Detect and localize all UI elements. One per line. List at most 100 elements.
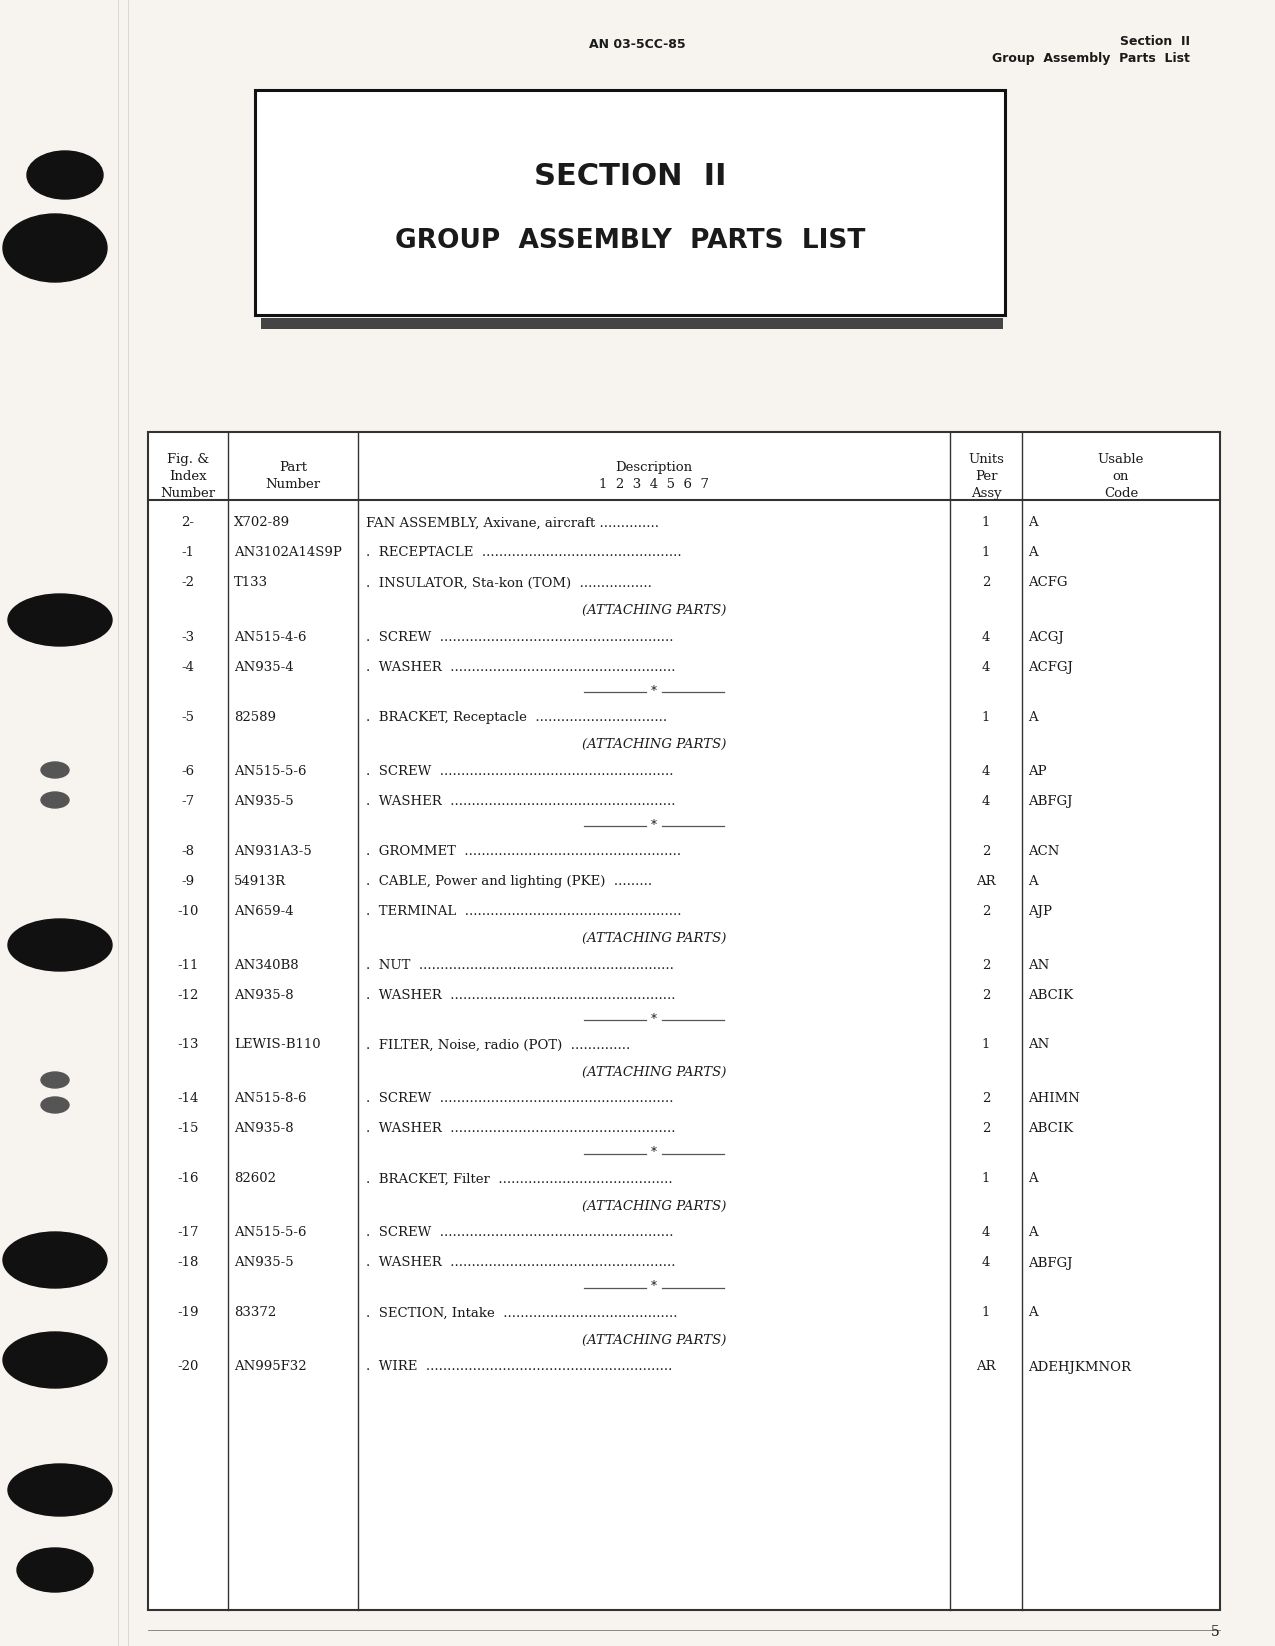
Text: Part: Part xyxy=(279,461,307,474)
Text: 2: 2 xyxy=(982,958,991,971)
Text: ABFGJ: ABFGJ xyxy=(1028,795,1072,808)
Text: AP: AP xyxy=(1028,764,1047,777)
Text: AN659-4: AN659-4 xyxy=(235,905,293,917)
Text: .  WASHER  .....................................................: . WASHER ...............................… xyxy=(366,1256,676,1269)
Text: Number: Number xyxy=(265,477,320,491)
Text: 1: 1 xyxy=(982,517,991,530)
Text: ACGJ: ACGJ xyxy=(1028,630,1063,644)
Text: ADEHJKMNOR: ADEHJKMNOR xyxy=(1028,1361,1131,1373)
Text: AN515-5-6: AN515-5-6 xyxy=(235,764,306,777)
Text: A: A xyxy=(1028,711,1038,724)
Text: .  SCREW  .......................................................: . SCREW ................................… xyxy=(366,764,673,777)
Text: ACFGJ: ACFGJ xyxy=(1028,660,1072,673)
Text: (ATTACHING PARTS): (ATTACHING PARTS) xyxy=(581,737,727,751)
Text: *: * xyxy=(652,1012,657,1025)
Text: Usable: Usable xyxy=(1098,453,1144,466)
Text: (ATTACHING PARTS): (ATTACHING PARTS) xyxy=(581,604,727,617)
Text: A: A xyxy=(1028,546,1038,560)
Text: .  NUT  ............................................................: . NUT ..................................… xyxy=(366,958,674,971)
Ellipse shape xyxy=(17,1547,93,1592)
Text: *: * xyxy=(652,1281,657,1294)
Text: ABCIK: ABCIK xyxy=(1028,1123,1074,1136)
Text: A: A xyxy=(1028,1307,1038,1320)
Text: ACFG: ACFG xyxy=(1028,576,1067,589)
Text: AN515-5-6: AN515-5-6 xyxy=(235,1226,306,1239)
Text: -7: -7 xyxy=(181,795,195,808)
Bar xyxy=(255,91,1005,314)
Text: Assy: Assy xyxy=(970,487,1001,499)
Text: 4: 4 xyxy=(982,660,991,673)
Text: Per: Per xyxy=(975,469,997,482)
Text: 82602: 82602 xyxy=(235,1172,275,1185)
Text: 4: 4 xyxy=(982,795,991,808)
Text: (ATTACHING PARTS): (ATTACHING PARTS) xyxy=(581,1333,727,1346)
Text: -10: -10 xyxy=(177,905,199,917)
Text: AN340B8: AN340B8 xyxy=(235,958,298,971)
Text: 2: 2 xyxy=(982,1123,991,1136)
Text: -6: -6 xyxy=(181,764,195,777)
Bar xyxy=(261,318,1003,329)
Text: 4: 4 xyxy=(982,1226,991,1239)
Text: -5: -5 xyxy=(181,711,195,724)
Text: 82589: 82589 xyxy=(235,711,275,724)
Text: .  WASHER  .....................................................: . WASHER ...............................… xyxy=(366,989,676,1001)
Text: -11: -11 xyxy=(177,958,199,971)
Text: AHIMN: AHIMN xyxy=(1028,1093,1080,1106)
Text: AR: AR xyxy=(977,874,996,887)
Text: -8: -8 xyxy=(181,844,195,858)
Text: .  WIRE  ..........................................................: . WIRE .................................… xyxy=(366,1361,672,1373)
Text: 1: 1 xyxy=(982,1172,991,1185)
Text: .  WASHER  .....................................................: . WASHER ...............................… xyxy=(366,1123,676,1136)
Ellipse shape xyxy=(3,214,107,281)
Text: AN515-4-6: AN515-4-6 xyxy=(235,630,306,644)
Text: 2: 2 xyxy=(982,989,991,1001)
Text: -20: -20 xyxy=(177,1361,199,1373)
Text: *: * xyxy=(652,1147,657,1159)
Ellipse shape xyxy=(41,1072,69,1088)
Text: .  TERMINAL  ...................................................: . TERMINAL .............................… xyxy=(366,905,682,917)
Text: A: A xyxy=(1028,1226,1038,1239)
Text: -19: -19 xyxy=(177,1307,199,1320)
Bar xyxy=(148,431,1220,1610)
Text: AN935-5: AN935-5 xyxy=(235,1256,293,1269)
Text: A: A xyxy=(1028,517,1038,530)
Text: A: A xyxy=(1028,1172,1038,1185)
Text: on: on xyxy=(1113,469,1130,482)
Text: AN935-8: AN935-8 xyxy=(235,1123,293,1136)
Text: AN515-8-6: AN515-8-6 xyxy=(235,1093,306,1106)
Text: -13: -13 xyxy=(177,1039,199,1052)
Text: AN935-4: AN935-4 xyxy=(235,660,293,673)
Text: -2: -2 xyxy=(181,576,195,589)
Text: 54913R: 54913R xyxy=(235,874,286,887)
Text: Index: Index xyxy=(170,469,207,482)
Text: ABFGJ: ABFGJ xyxy=(1028,1256,1072,1269)
Text: AN935-8: AN935-8 xyxy=(235,989,293,1001)
Text: AN 03-5CC-85: AN 03-5CC-85 xyxy=(589,38,686,51)
Text: .  WASHER  .....................................................: . WASHER ...............................… xyxy=(366,660,676,673)
Text: 2: 2 xyxy=(982,576,991,589)
Text: LEWIS-B110: LEWIS-B110 xyxy=(235,1039,320,1052)
Text: -12: -12 xyxy=(177,989,199,1001)
Text: -3: -3 xyxy=(181,630,195,644)
Text: .  WASHER  .....................................................: . WASHER ...............................… xyxy=(366,795,676,808)
Text: AN935-5: AN935-5 xyxy=(235,795,293,808)
Text: .  SECTION, Intake  .........................................: . SECTION, Intake ......................… xyxy=(366,1307,677,1320)
Text: Section  II: Section II xyxy=(1119,35,1190,48)
Text: 2: 2 xyxy=(982,905,991,917)
Text: 83372: 83372 xyxy=(235,1307,277,1320)
Text: AN931A3-5: AN931A3-5 xyxy=(235,844,312,858)
Text: 4: 4 xyxy=(982,764,991,777)
Text: .  RECEPTACLE  ...............................................: . RECEPTACLE ...........................… xyxy=(366,546,682,560)
Text: *: * xyxy=(652,685,657,698)
Text: -4: -4 xyxy=(181,660,195,673)
Text: 1: 1 xyxy=(982,1039,991,1052)
Text: 2: 2 xyxy=(982,1093,991,1106)
Text: -9: -9 xyxy=(181,874,195,887)
Text: (ATTACHING PARTS): (ATTACHING PARTS) xyxy=(581,932,727,945)
Text: ACN: ACN xyxy=(1028,844,1060,858)
Text: -14: -14 xyxy=(177,1093,199,1106)
Text: Units: Units xyxy=(968,453,1003,466)
Text: T133: T133 xyxy=(235,576,268,589)
Ellipse shape xyxy=(8,594,112,645)
Text: Code: Code xyxy=(1104,487,1139,499)
